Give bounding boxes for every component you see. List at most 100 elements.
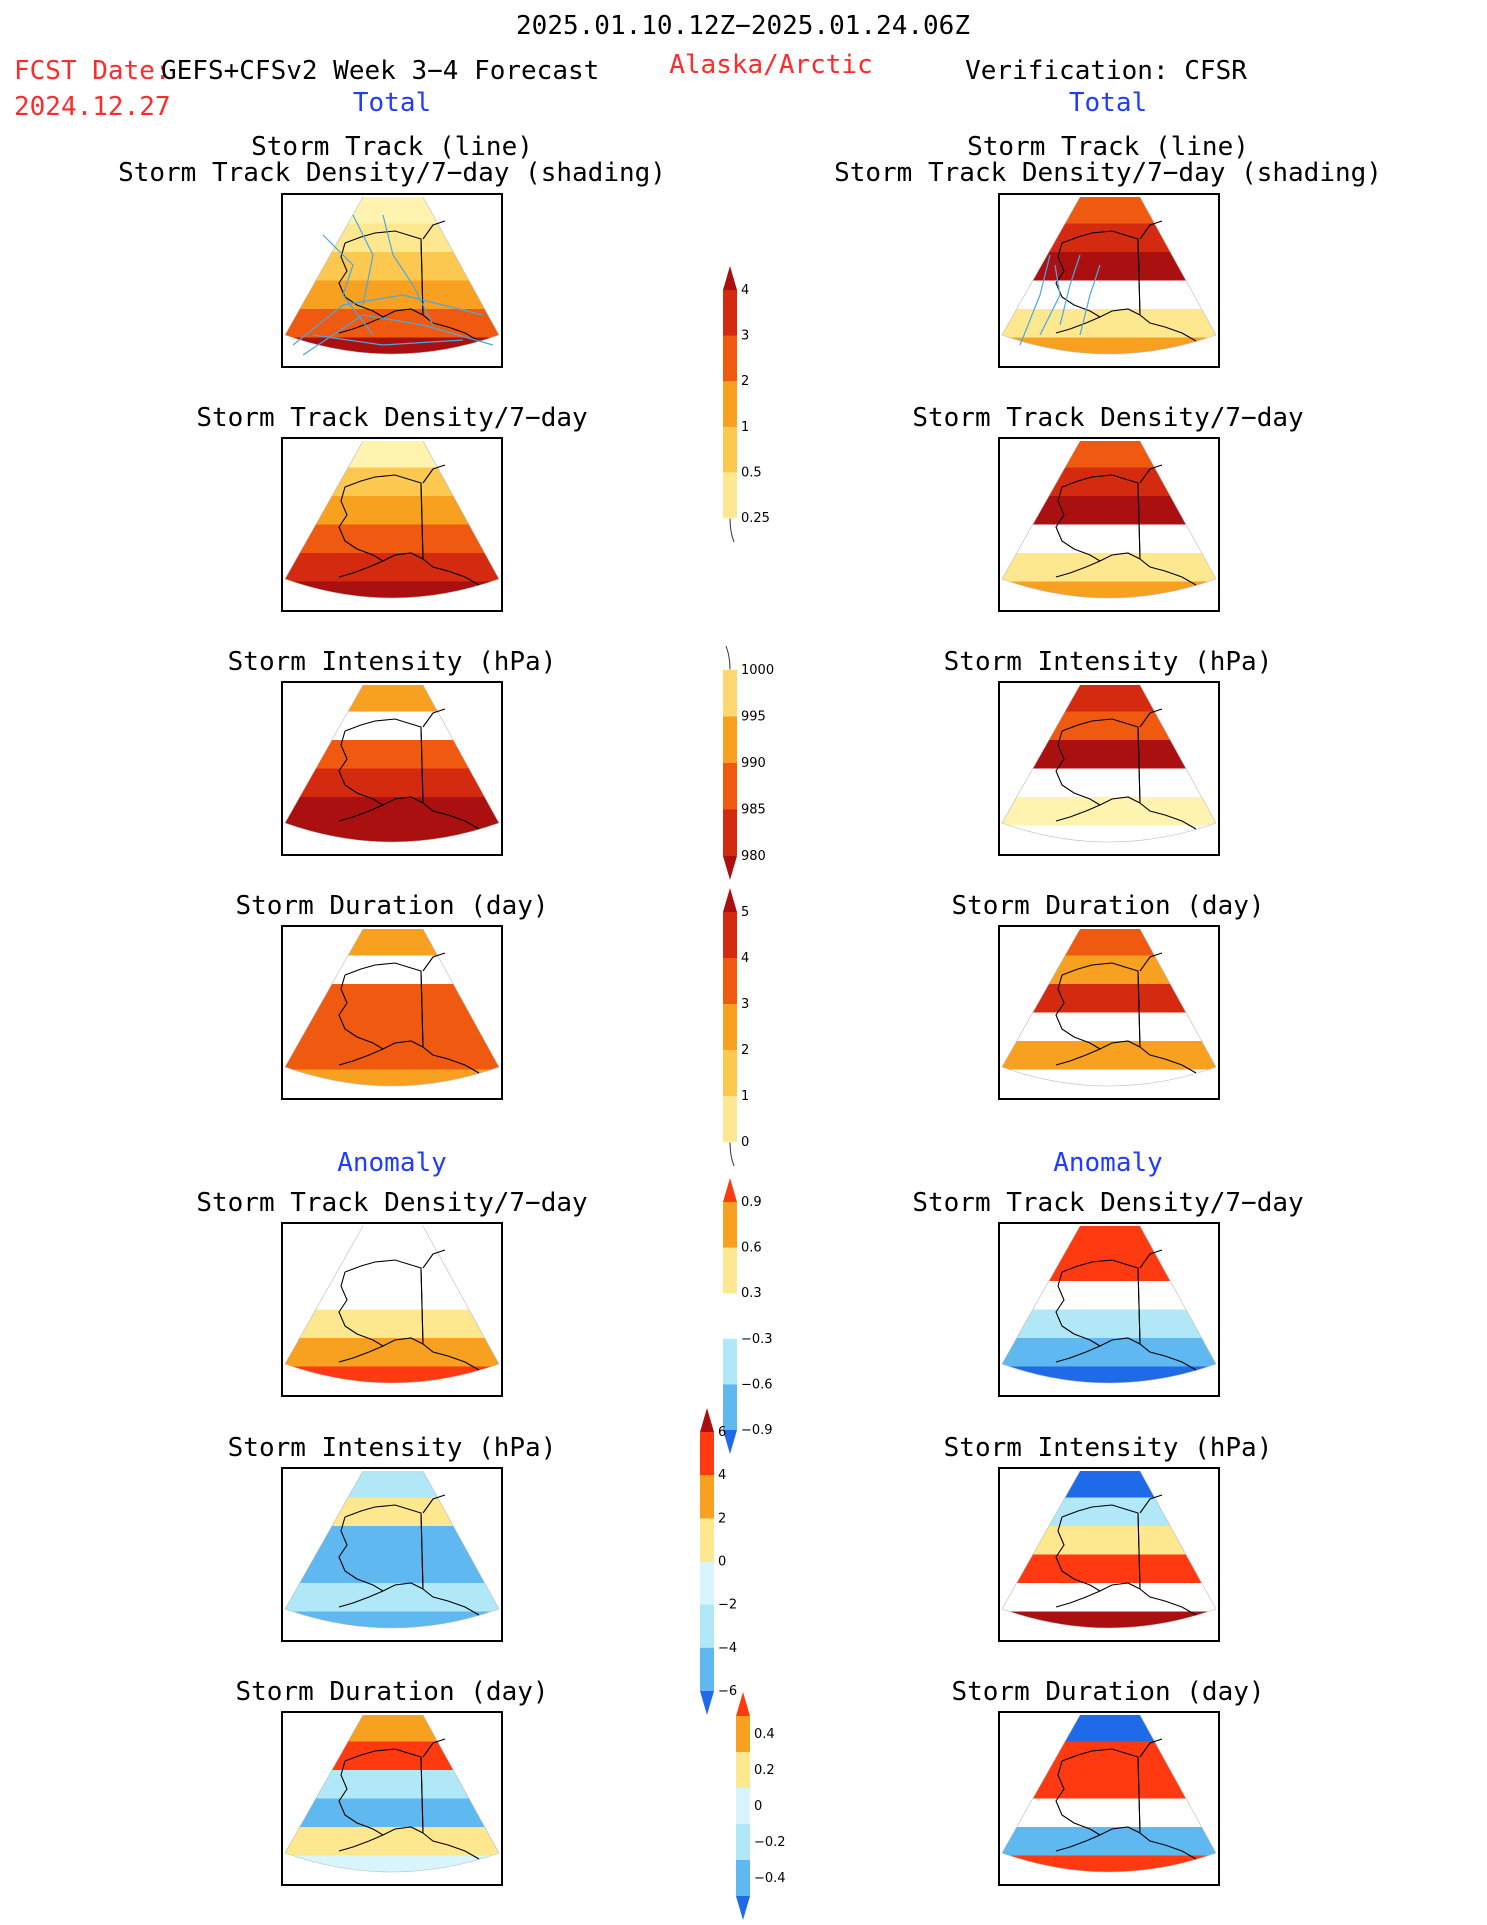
storm-track-line	[1019, 254, 1051, 346]
map-shading-band	[1002, 1041, 1216, 1071]
map-shading-band	[1002, 1770, 1216, 1800]
map-panel	[998, 925, 1220, 1100]
map-shading-band	[1002, 1526, 1216, 1556]
map-shading-band	[285, 685, 499, 713]
colorbar-segment	[736, 1824, 750, 1861]
map-shading-band	[1002, 1366, 1216, 1383]
colorbar-segment	[723, 426, 737, 473]
map-panel	[281, 437, 503, 612]
map-shading-band	[285, 1012, 499, 1042]
map-shading-band	[285, 1252, 499, 1282]
map-shading-band	[285, 441, 499, 469]
map-shading-band	[1002, 524, 1216, 554]
map-shading-band	[285, 553, 499, 583]
colorbar-segment	[723, 1096, 737, 1143]
colorbar-tick-label: 0	[718, 1555, 726, 1570]
map-shading-band	[1002, 441, 1216, 469]
colorbar-tick-label: −0.2	[754, 1835, 786, 1850]
map-shading-band	[285, 1366, 499, 1383]
map-shading-band	[1002, 1069, 1216, 1086]
map-shading-band	[285, 1226, 499, 1254]
map-sector-outline	[284, 1470, 500, 1629]
right-anomaly-heading: Anomaly	[1053, 1148, 1163, 1178]
colorbar-segment	[700, 1475, 714, 1519]
map-shading-band	[1002, 740, 1216, 770]
map-shading-band	[285, 1069, 499, 1086]
map-shading-band	[285, 581, 499, 598]
map-shading-band	[285, 337, 499, 354]
map-shading-band	[1002, 1309, 1216, 1339]
map-shading-band	[285, 1715, 499, 1743]
map-shading-band	[285, 1798, 499, 1828]
map-shading-band	[285, 1041, 499, 1071]
fcst-intensity-title: Storm Intensity (hPa)	[227, 647, 557, 677]
storm-track-line	[352, 214, 374, 306]
colorbar-segment	[700, 1518, 714, 1562]
left-anomaly-heading: Anomaly	[337, 1148, 447, 1178]
border-line	[1137, 1267, 1141, 1345]
map-panel	[281, 1711, 503, 1886]
map-shading-band	[285, 1770, 499, 1800]
map-shading-band	[285, 740, 499, 770]
map-shading-band	[285, 797, 499, 827]
verif-anom-intensity-title: Storm Intensity (hPa)	[943, 1433, 1273, 1463]
period-title: 2025.01.10.12Z−2025.01.24.06Z	[516, 11, 970, 41]
colorbar-segment	[736, 1860, 750, 1897]
colorbar-segment	[723, 958, 737, 1005]
storm-track-line	[382, 214, 434, 326]
map-shading-band	[1002, 1226, 1216, 1254]
map-shading-band	[285, 984, 499, 1014]
colorbar-tick-label: 0.9	[741, 1195, 762, 1210]
map-panel	[281, 1222, 503, 1397]
colorbar-tick-label: −0.3	[741, 1332, 773, 1347]
colorbar-tick-label: 0.5	[741, 465, 762, 480]
map-shading-band	[1002, 1012, 1216, 1042]
colorbar-segment	[723, 1178, 737, 1202]
colorbar-tick-label: 0.4	[754, 1727, 775, 1742]
map-shading-band	[1002, 1827, 1216, 1857]
colorbar-tick-label: 4	[741, 283, 749, 298]
fcst-duration-title: Storm Duration (day)	[235, 891, 549, 921]
colorbar-segment	[723, 888, 737, 912]
map-shading-band	[1002, 1855, 1216, 1872]
fcst-model: GEFS+CFSv2 Week 3−4 Forecast	[161, 56, 600, 86]
fcst-track-title-2: Storm Track Density/7−day (shading)	[118, 158, 666, 188]
map-shading-band	[285, 955, 499, 985]
map-shading-band	[1002, 1252, 1216, 1282]
storm-track-line	[302, 314, 494, 356]
map-sector-outline	[284, 440, 500, 599]
colorbar-segment	[736, 1788, 750, 1825]
map-shading-band	[1002, 1583, 1216, 1613]
colorbar-segment	[700, 1647, 714, 1692]
map-shading-band	[1002, 1281, 1216, 1311]
border-line	[420, 1756, 424, 1834]
map-shading-band	[1002, 581, 1216, 598]
colorbar-tick-label: −0.6	[741, 1377, 773, 1392]
map-shading-band	[285, 929, 499, 957]
colorbar-svg: 0.4 0.2 0 −0.2 −0.4	[736, 1692, 786, 1920]
colorbar-tick-label: 0	[741, 1135, 749, 1150]
colorbar-segment	[723, 1384, 737, 1431]
map-shading-band	[1002, 711, 1216, 741]
colorbar-segment	[736, 1896, 750, 1920]
colorbar-segment	[723, 266, 737, 290]
colorbar-tick-label: −6	[718, 1684, 737, 1699]
colorbar-tick-label: 0.3	[741, 1286, 762, 1301]
colorbar-tick-label: 2	[741, 1043, 749, 1058]
colorbar-segment	[700, 1604, 714, 1649]
map-svg	[1001, 196, 1217, 355]
map-shading-band	[1002, 1741, 1216, 1771]
border-line	[420, 1512, 424, 1590]
colorbar-tick-label: 1	[741, 420, 749, 435]
colorbar-tick-label: 3	[741, 329, 749, 344]
map-shading-band	[1002, 1471, 1216, 1499]
colorbar-tick-label: 4	[741, 951, 749, 966]
map-shading-band	[285, 1827, 499, 1857]
map-shading-band	[1002, 280, 1216, 310]
colorbar-segment	[700, 1561, 714, 1606]
map-sector-outline	[1001, 440, 1217, 599]
map-shading-band	[285, 496, 499, 526]
colorbar-segment	[736, 1692, 750, 1716]
map-sector-outline	[284, 684, 500, 843]
colorbar-segment	[729, 1141, 735, 1167]
